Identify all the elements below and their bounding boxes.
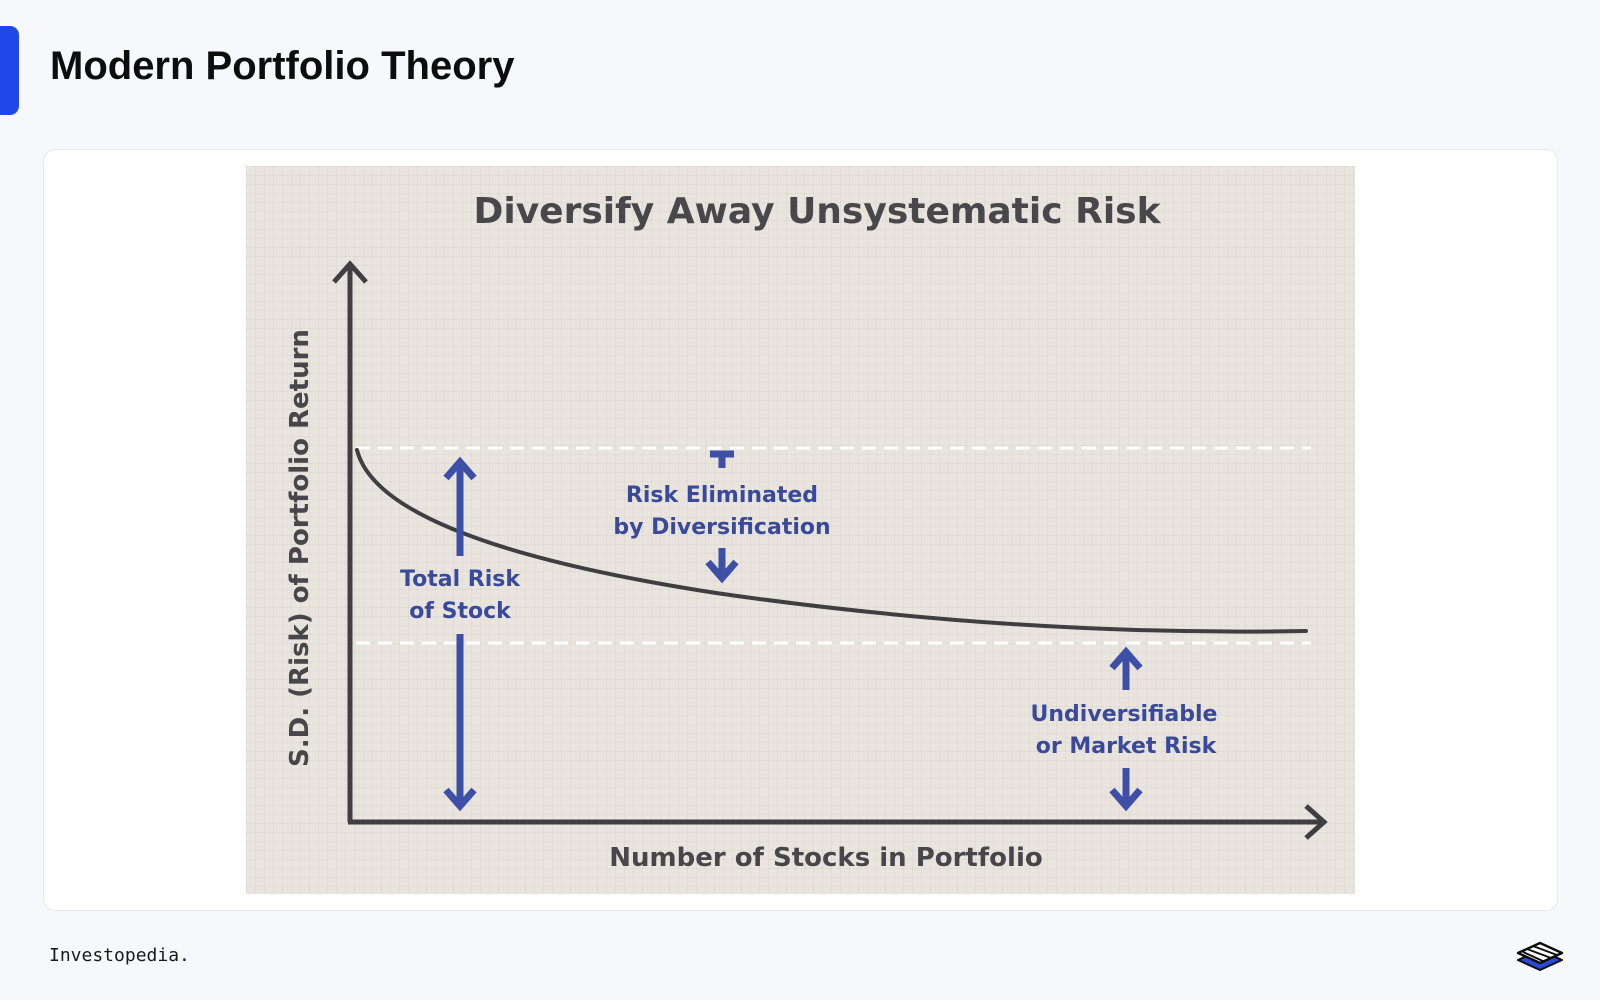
total-risk-label-line2: of Stock (409, 599, 512, 624)
layered-diamonds-logo-icon (1516, 941, 1564, 971)
y-axis-label: S.D. (Risk) of Portfolio Return (285, 329, 315, 767)
diagram-title: Diversify Away Unsystematic Risk (473, 191, 1161, 232)
total-risk-up-arrowhead-icon (443, 456, 477, 481)
market-risk-label-line2: or Market Risk (1036, 734, 1218, 759)
page-title: Modern Portfolio Theory (50, 44, 515, 88)
axes (332, 260, 1328, 840)
portfolio-risk-curve (355, 448, 1308, 634)
risk-eliminated-label-line1: Risk Eliminated (626, 483, 818, 508)
total-risk-arrow (443, 456, 477, 812)
risk-eliminated-label-line2: by Diversification (613, 515, 830, 540)
market-risk-label-line1: Undiversifiable (1031, 702, 1218, 727)
risk-eliminated-arrows (705, 450, 739, 584)
diagram-canvas: Diversify Away Unsystematic Risk Total R… (285, 191, 1328, 873)
accent-bar (0, 26, 19, 115)
market-risk-up-arrowhead-icon (1109, 646, 1143, 671)
market-risk-down-arrowhead-icon (1109, 787, 1143, 812)
y-axis-arrowhead (332, 260, 368, 284)
source-credit: Investopedia. (49, 945, 190, 966)
x-axis-label: Number of Stocks in Portfolio (609, 843, 1042, 873)
x-axis-arrowhead (1304, 804, 1328, 840)
market-risk-arrows (1109, 646, 1143, 812)
diversification-diagram: Diversify Away Unsystematic Risk Total R… (246, 166, 1355, 894)
risk-eliminated-down-arrowhead-icon (705, 559, 739, 584)
total-risk-down-arrowhead-icon (443, 787, 477, 812)
total-risk-label-line1: Total Risk (400, 567, 521, 592)
